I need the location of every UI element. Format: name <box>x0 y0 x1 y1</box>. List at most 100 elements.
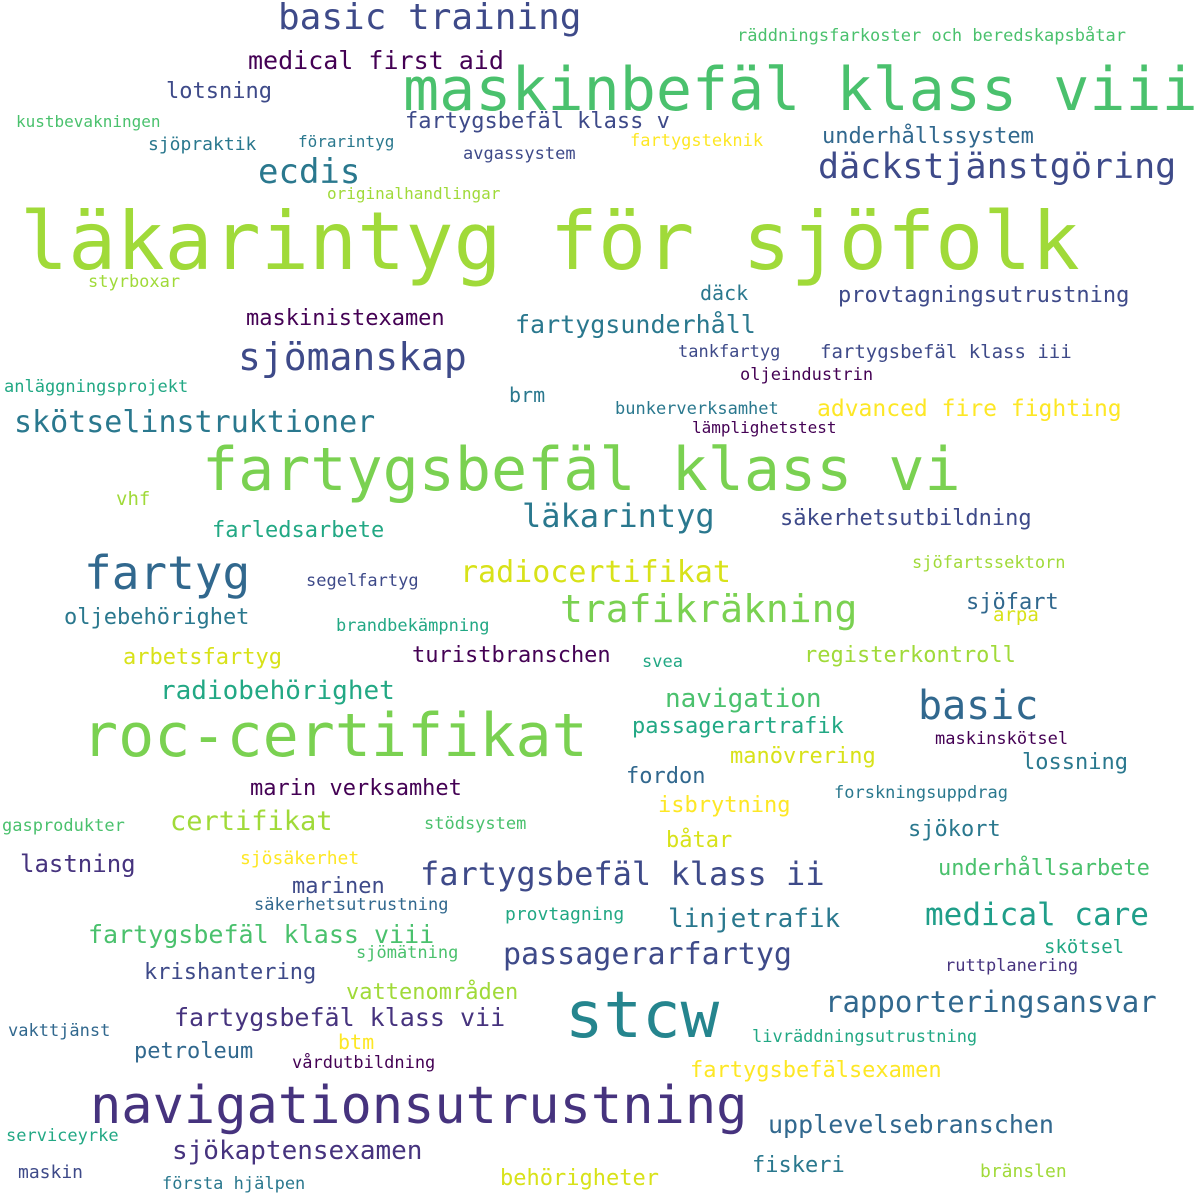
word: lossning <box>1022 750 1128 775</box>
word: fordon <box>626 764 706 789</box>
word: lotsning <box>166 79 272 104</box>
word: säkerhetsutbildning <box>780 506 1032 531</box>
word: fartygsbefäl klass vi <box>202 435 961 505</box>
word: ecdis <box>258 152 361 192</box>
word: läkarintyg <box>522 497 715 535</box>
word: styrboxar <box>88 272 181 292</box>
word: avgassystem <box>463 144 576 164</box>
word: brm <box>509 383 546 407</box>
word: navigationsutrustning <box>90 1076 748 1136</box>
word: marinen <box>292 874 385 899</box>
word: basic <box>918 683 1039 729</box>
word: kustbevakningen <box>16 112 161 131</box>
word: medical first aid <box>248 46 504 75</box>
word: bunkerverksamhet <box>615 399 779 419</box>
word: petroleum <box>134 1039 254 1064</box>
word: arbetsfartyg <box>123 645 282 670</box>
word: fiskeri <box>752 1153 845 1178</box>
word: oljeindustrin <box>740 365 874 385</box>
word: manövrering <box>730 744 876 769</box>
word: fartygsbefäl klass vii <box>174 1003 506 1032</box>
word: fartyg <box>84 546 251 600</box>
word: däckstjänstgöring <box>818 147 1177 187</box>
word: lämplighetstest <box>692 418 837 437</box>
word: trafikräkning <box>560 587 858 631</box>
word: farledsarbete <box>212 518 385 543</box>
word: tankfartyg <box>678 342 781 362</box>
word: fartygsbefäl klass v <box>405 109 670 134</box>
word: roc-certifikat <box>82 701 588 771</box>
word: fartygsbefäl klass ii <box>420 855 825 893</box>
word: fartygsbefälsexamen <box>690 1058 942 1083</box>
word: turistbranschen <box>412 643 611 668</box>
word: anläggningsprojekt <box>4 377 189 397</box>
word: sjömanskap <box>238 335 467 379</box>
word: registerkontroll <box>804 643 1016 668</box>
word: maskin <box>18 1162 84 1183</box>
word: sjökaptensexamen <box>172 1136 423 1166</box>
word: sjösäkerhet <box>240 848 360 869</box>
word: radiobehörighet <box>160 676 395 706</box>
word: svea <box>642 652 683 672</box>
word: livräddningsutrustning <box>752 1027 978 1047</box>
word: ruttplanering <box>945 956 1079 976</box>
word: vårdutbildning <box>292 1053 436 1073</box>
word: vattenområden <box>346 980 519 1005</box>
word: segelfartyg <box>306 571 419 591</box>
word: stcw <box>565 979 720 1053</box>
word: isbrytning <box>658 793 791 818</box>
word: skötselinstruktioner <box>14 405 376 440</box>
word: skötsel <box>1044 936 1125 958</box>
word: läkarintyg för sjöfolk <box>20 195 1080 288</box>
word: sjöfartssektorn <box>912 553 1066 573</box>
word: fartygsunderhåll <box>515 310 756 339</box>
word: oljebehörighet <box>64 605 250 630</box>
word: passagerarfartyg <box>503 937 792 972</box>
word: behörigheter <box>500 1166 659 1191</box>
word: vhf <box>116 488 151 510</box>
word: radiocertifikat <box>460 555 731 590</box>
word: provtagningsutrustning <box>838 283 1130 308</box>
word: arpa <box>993 604 1039 626</box>
word: maskinskötsel <box>935 729 1069 749</box>
word: säkerhetsutrustning <box>254 895 449 915</box>
word: btm <box>338 1030 375 1054</box>
word: originalhandlingar <box>327 184 501 203</box>
word: brandbekämpning <box>336 616 490 636</box>
word: förarintyg <box>298 132 395 151</box>
word: fartygsteknik <box>630 131 764 151</box>
word: maskinbefäl klass viii <box>403 55 1198 125</box>
word: linjetrafik <box>668 904 841 934</box>
word: bränslen <box>980 1161 1067 1182</box>
word: fartygsbefäl klass viii <box>88 920 435 949</box>
word: advanced fire fighting <box>817 396 1122 422</box>
word: basic training <box>278 0 582 38</box>
word: upplevelsebranschen <box>768 1110 1054 1139</box>
word: marin verksamhet <box>250 776 462 801</box>
word: krishantering <box>144 960 317 985</box>
word: sjöpraktik <box>148 134 257 155</box>
word: serviceyrke <box>6 1126 119 1146</box>
word: navigation <box>665 684 822 714</box>
word: maskinistexamen <box>246 306 445 331</box>
word: fartygsbefäl klass iii <box>820 341 1072 363</box>
word: underhållssystem <box>822 124 1034 149</box>
word: däck <box>700 281 749 305</box>
word: provtagning <box>505 904 625 925</box>
word: räddningsfarkoster och beredskapsbåtar <box>737 26 1126 46</box>
word: sjökort <box>908 817 1001 842</box>
word: sjömätning <box>356 943 459 963</box>
word: lastning <box>20 850 136 878</box>
word: forskningsuppdrag <box>834 783 1008 803</box>
word: underhållsarbete <box>938 856 1150 881</box>
word: medical care <box>925 897 1149 933</box>
word: rapporteringsansvar <box>825 985 1157 1019</box>
word: båtar <box>666 828 733 853</box>
word: stödsystem <box>424 814 527 834</box>
word: certifikat <box>170 806 333 837</box>
word: första hjälpen <box>162 1174 306 1194</box>
word: vakttjänst <box>8 1021 111 1041</box>
word: gasprodukter <box>2 816 125 836</box>
word: sjöfart <box>966 590 1059 615</box>
